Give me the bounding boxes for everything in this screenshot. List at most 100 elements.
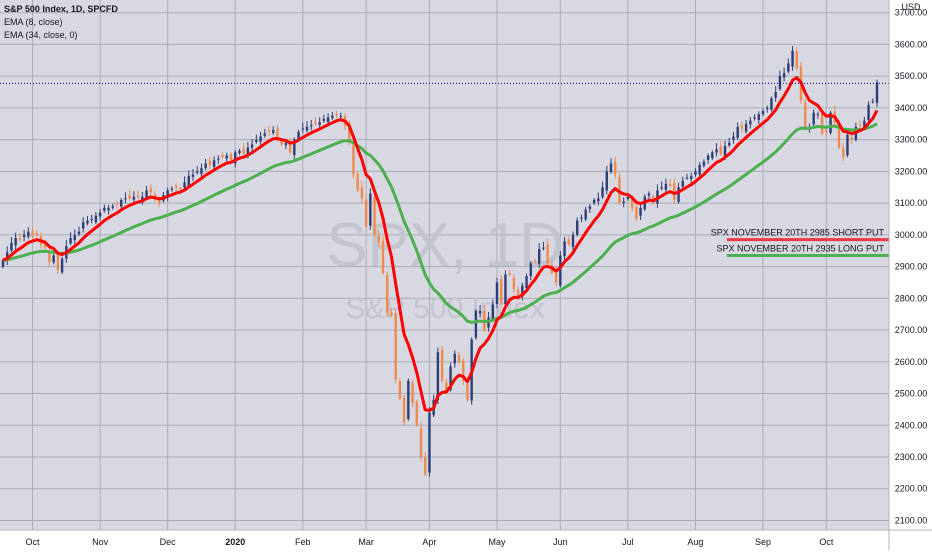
candle-body [766, 107, 769, 109]
y-tick-label: 2800.00 [895, 293, 928, 303]
x-tick-label: Oct [819, 537, 834, 547]
x-tick-label: Aug [687, 537, 703, 547]
x-tick-label: Apr [422, 537, 436, 547]
candle-body [293, 139, 296, 155]
candle-body [322, 119, 326, 121]
candle-body [694, 171, 697, 175]
candle-body [538, 249, 541, 264]
plot-background [0, 0, 889, 530]
candle-body [18, 238, 22, 240]
x-tick-label: Jul [622, 537, 634, 547]
candle-body [592, 199, 596, 204]
candle-body [478, 311, 482, 314]
candle-body [445, 382, 448, 391]
x-tick-label: Nov [92, 537, 109, 547]
ema-8-legend[interactable]: EMA (8, close) [4, 17, 63, 27]
candle-body [246, 147, 250, 157]
candle-body [238, 150, 241, 153]
candle-body [495, 282, 499, 305]
candle-body [301, 128, 304, 130]
candle-body [77, 231, 81, 235]
y-tick-label: 2900.00 [895, 262, 928, 272]
candle-body [516, 289, 520, 299]
y-axis-unit: USD [901, 2, 921, 12]
candle-body [858, 124, 862, 126]
candle-body [145, 190, 148, 198]
candle-body [111, 206, 114, 208]
candle-body [10, 242, 13, 251]
candle-body [428, 412, 431, 473]
candle-body [1, 260, 5, 267]
grid [0, 0, 889, 530]
candle-body [457, 355, 461, 362]
candle-body [787, 63, 790, 72]
candle-body [217, 158, 220, 160]
candle-body [715, 149, 718, 153]
ema-8-line [2, 76, 879, 412]
candle-body [204, 163, 207, 169]
candle-body [512, 277, 516, 289]
candle-body [525, 276, 528, 289]
y-tick-label: 3700.00 [895, 8, 928, 18]
candle-body [124, 198, 127, 200]
candle-body [508, 273, 511, 275]
candle-body [60, 258, 64, 273]
symbol-title[interactable]: S&P 500 Index, 1D, SPCFD [4, 4, 118, 14]
candle-body [331, 115, 334, 119]
candle-body [795, 51, 798, 69]
y-tick-label: 2300.00 [895, 452, 928, 462]
candle-body [44, 243, 47, 248]
candle-body [871, 101, 874, 103]
candle-body [639, 207, 642, 216]
candle-body [749, 120, 752, 125]
candle-body [107, 207, 110, 211]
candle-body [276, 128, 279, 139]
y-tick-label: 3600.00 [895, 39, 928, 49]
candle-body [702, 161, 706, 166]
candle-body [381, 240, 385, 273]
candle-body [364, 199, 368, 227]
candle-body [778, 76, 782, 89]
candle-body [200, 168, 203, 174]
candle-body [272, 130, 275, 133]
candle-body [622, 201, 625, 204]
candle-body [73, 234, 76, 240]
candle-body [609, 163, 613, 173]
candle-body [474, 311, 478, 338]
candle-body [681, 180, 684, 187]
candle-body [597, 198, 600, 202]
candle-body [141, 196, 144, 201]
y-tick-label: 3100.00 [895, 198, 928, 208]
candle-body [356, 173, 359, 191]
candle-body [284, 142, 288, 146]
candle-body [449, 366, 452, 390]
candle-body [521, 285, 524, 297]
y-tick-label: 3400.00 [895, 103, 928, 113]
candle-body [183, 182, 186, 188]
candle-body [529, 263, 532, 277]
candle-body [90, 218, 93, 220]
x-tick-label: Feb [295, 537, 311, 547]
candle-body [436, 352, 440, 400]
time-axis-panel [0, 530, 932, 550]
x-tick-label: 2020 [225, 537, 245, 547]
candle-body [14, 238, 17, 246]
candle-body [348, 122, 351, 143]
y-tick-label: 2400.00 [895, 420, 928, 430]
candle-body [842, 148, 845, 158]
candle-body [339, 115, 342, 117]
candle-body [419, 428, 423, 458]
candle-body [804, 102, 807, 129]
candle-body [56, 253, 60, 270]
candle-body [554, 271, 558, 283]
x-tick-label: May [488, 537, 506, 547]
x-tick-label: Jun [553, 537, 568, 547]
candle-body [390, 312, 393, 316]
candle-body [867, 104, 870, 120]
candle-body [673, 183, 676, 200]
ema-34-legend[interactable]: EMA (34, close, 0) [4, 30, 78, 40]
candle-body [635, 207, 638, 219]
